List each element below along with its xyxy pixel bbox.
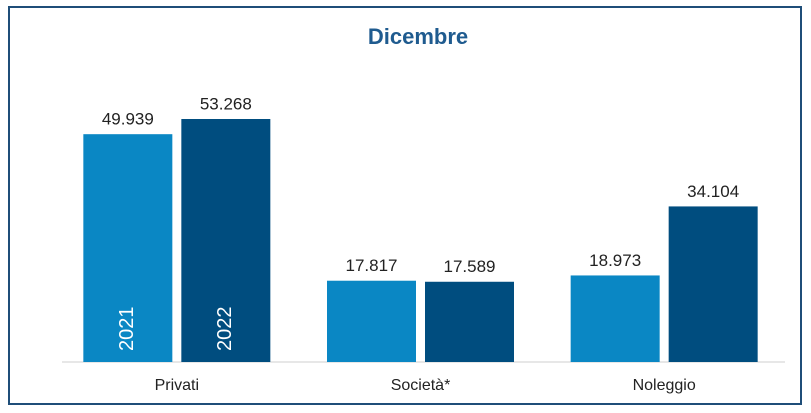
bar bbox=[327, 280, 416, 362]
data-label: 53.268 bbox=[200, 94, 252, 113]
data-label: 18.973 bbox=[589, 251, 641, 270]
bar bbox=[83, 134, 173, 362]
bar bbox=[570, 275, 660, 362]
x-tick-label: Privati bbox=[155, 377, 199, 394]
bar bbox=[181, 119, 271, 362]
bar bbox=[668, 206, 758, 362]
x-tick-label: Noleggio bbox=[633, 377, 696, 394]
data-label: 34.104 bbox=[687, 182, 739, 201]
series-label: 2022 bbox=[214, 307, 236, 352]
x-tick-label: Società* bbox=[391, 377, 451, 394]
bar bbox=[425, 281, 514, 362]
chart-title: Dicembre bbox=[368, 24, 468, 49]
series-label: 2021 bbox=[116, 307, 138, 352]
data-label: 17.817 bbox=[346, 256, 398, 275]
data-label: 17.589 bbox=[444, 257, 496, 276]
data-label: 49.939 bbox=[102, 110, 154, 129]
